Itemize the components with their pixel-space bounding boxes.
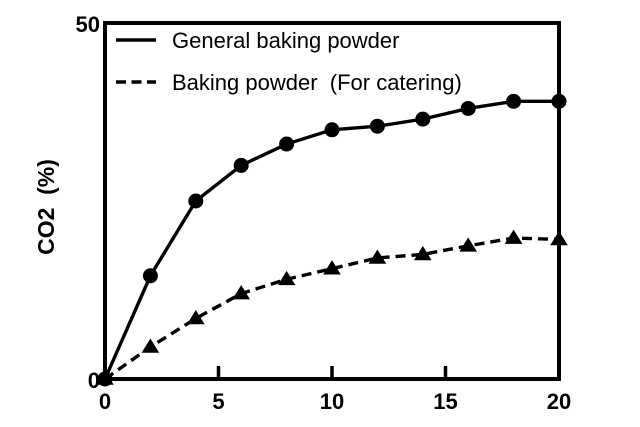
data-point-triangle: [323, 260, 341, 275]
data-point-triangle: [550, 230, 568, 246]
x-tick-label: 5: [212, 389, 224, 414]
data-point-circle: [188, 193, 204, 209]
legend-label-2: Baking powder (For catering): [172, 70, 462, 95]
data-point-circle: [369, 118, 385, 134]
data-point-triangle: [187, 309, 205, 325]
x-tick-label: 20: [547, 389, 571, 414]
data-point-triangle: [232, 285, 250, 300]
data-point-triangle: [414, 245, 432, 261]
data-point-circle: [324, 122, 340, 138]
y-tick-label: 0: [88, 368, 100, 393]
x-tick-label: 15: [433, 389, 457, 414]
data-point-triangle: [277, 270, 296, 286]
data-point-circle: [415, 111, 431, 127]
x-tick-label: 0: [99, 389, 111, 414]
x-tick-label: 10: [320, 389, 344, 414]
y-tick-label: 50: [76, 12, 100, 37]
data-point-circle: [142, 268, 158, 284]
data-point-circle: [233, 157, 249, 173]
y-axis-title: CO2 (%): [33, 159, 59, 255]
data-point-circle: [551, 93, 567, 109]
legend: General baking powder Baking powder (For …: [116, 28, 462, 95]
plot-frame: [103, 21, 561, 381]
data-point-triangle: [368, 249, 387, 264]
series-line-1: [103, 99, 559, 380]
series-layer: [96, 93, 568, 387]
data-point-circle: [506, 93, 522, 109]
data-point-circle: [279, 136, 295, 152]
plot-frame-layer: [103, 21, 561, 381]
series-line-2: [104, 236, 560, 381]
data-point-triangle: [459, 237, 477, 252]
data-point-triangle: [141, 338, 160, 353]
data-point-triangle: [504, 229, 523, 244]
legend-label-1: General baking powder: [172, 28, 399, 53]
data-point-circle: [460, 100, 476, 116]
data-point-triangle: [96, 370, 114, 385]
axis-ticks-layer: 0 5 10 15 20 0 50: [76, 12, 572, 414]
